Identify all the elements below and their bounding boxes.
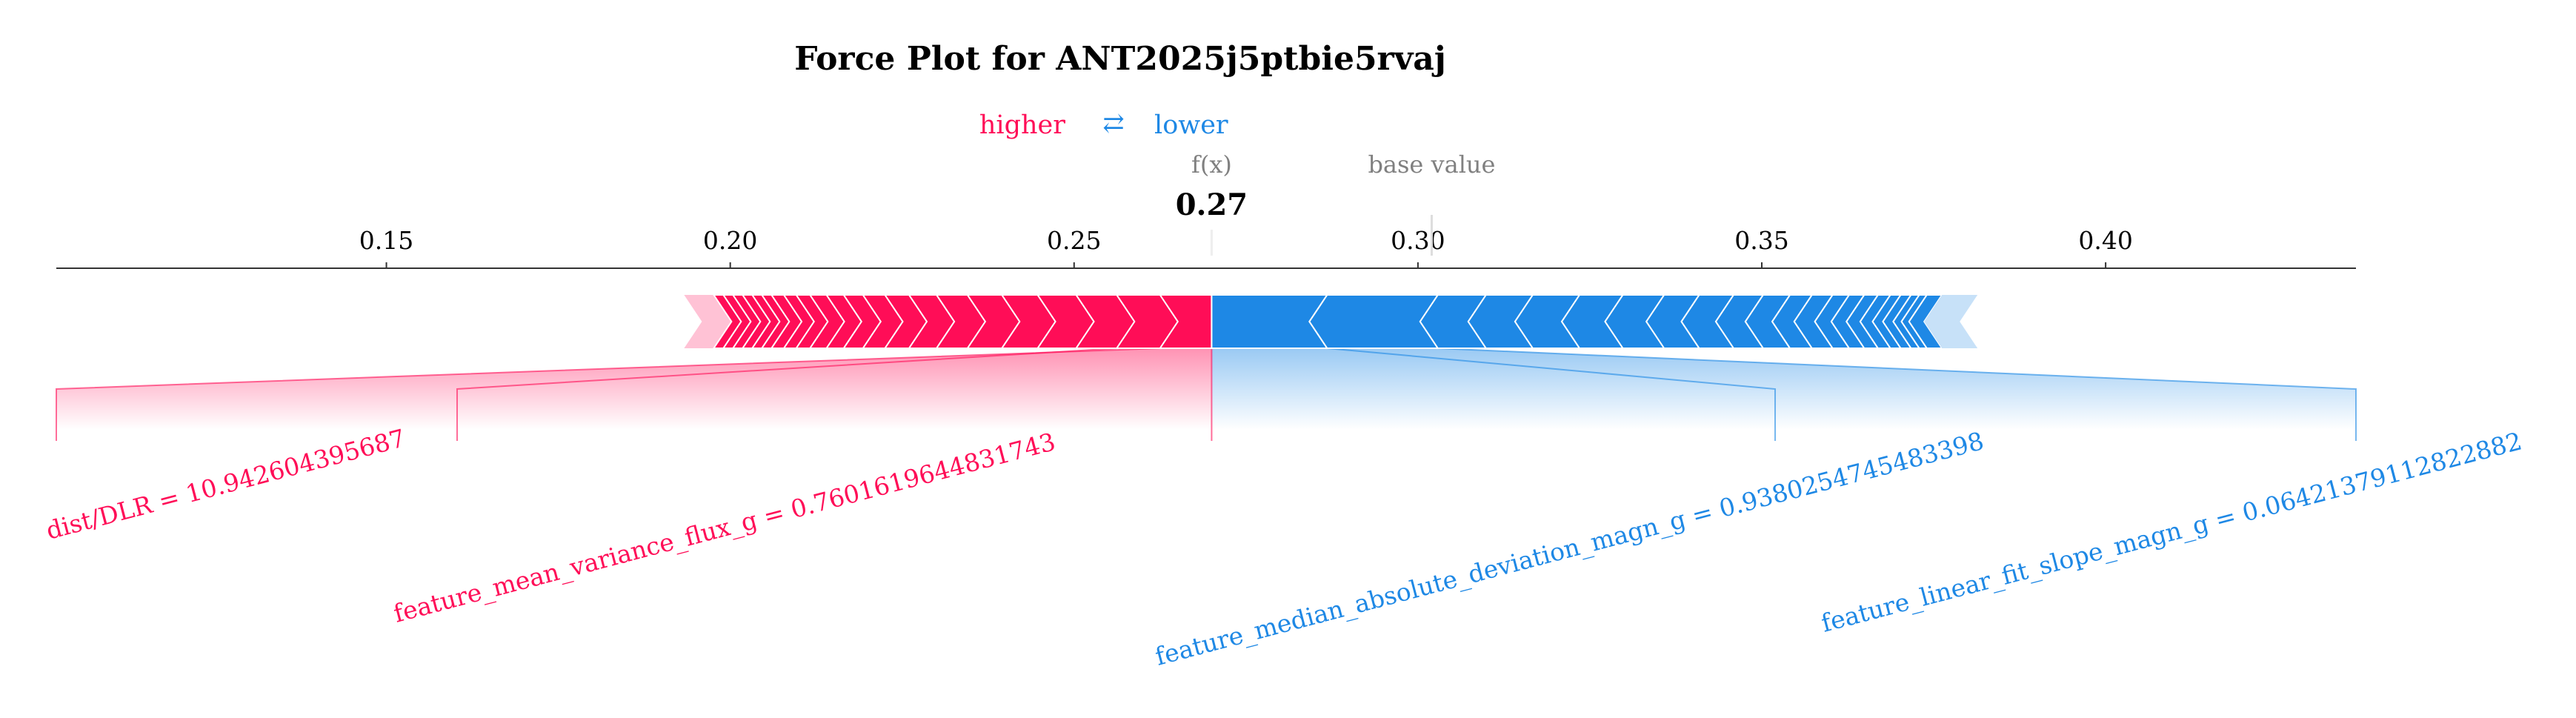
x-tick-label: 0.15 (359, 226, 413, 255)
fx-label: f(x) (1191, 150, 1232, 179)
x-tick-label: 0.20 (703, 226, 757, 255)
x-tick-label: 0.25 (1047, 226, 1101, 255)
feature-connector (56, 348, 1160, 441)
legend-arrow-icon: ⇄ (1102, 109, 1124, 139)
negative-bar-segment (1908, 294, 1944, 349)
chart-title: Force Plot for ANT2025j5ptbie5rvaj (794, 40, 1445, 78)
feature-connector (456, 348, 1117, 441)
base-value-label: base value (1368, 150, 1495, 179)
x-tick-label: 0.35 (1734, 226, 1788, 255)
feature-connector (1327, 348, 1776, 441)
negative-bar-segment (1308, 294, 1440, 349)
fx-value: 0.27 (1176, 187, 1248, 222)
feature-label: feature_median_absolute_deviation_magn_g… (1152, 426, 1987, 672)
legend: higher ⇄ lower (979, 109, 1228, 140)
feature-label: dist/DLR = 10.942604395687 (43, 423, 408, 545)
x-tick-label: 0.40 (2078, 226, 2132, 255)
positive-gradient (56, 348, 1212, 430)
legend-lower: lower (1154, 110, 1228, 140)
legend-higher: higher (979, 110, 1065, 140)
positive-bar-cap (684, 295, 732, 348)
negative-bar-cap (1924, 295, 1978, 348)
negative-gradient (1211, 348, 2356, 430)
x-tick-label: 0.30 (1391, 226, 1445, 255)
positive-bar-segment (1158, 294, 1213, 349)
feature-label: feature_mean_variance_flux_g = 0.7601619… (390, 427, 1059, 629)
feature-connector (1437, 348, 2357, 441)
